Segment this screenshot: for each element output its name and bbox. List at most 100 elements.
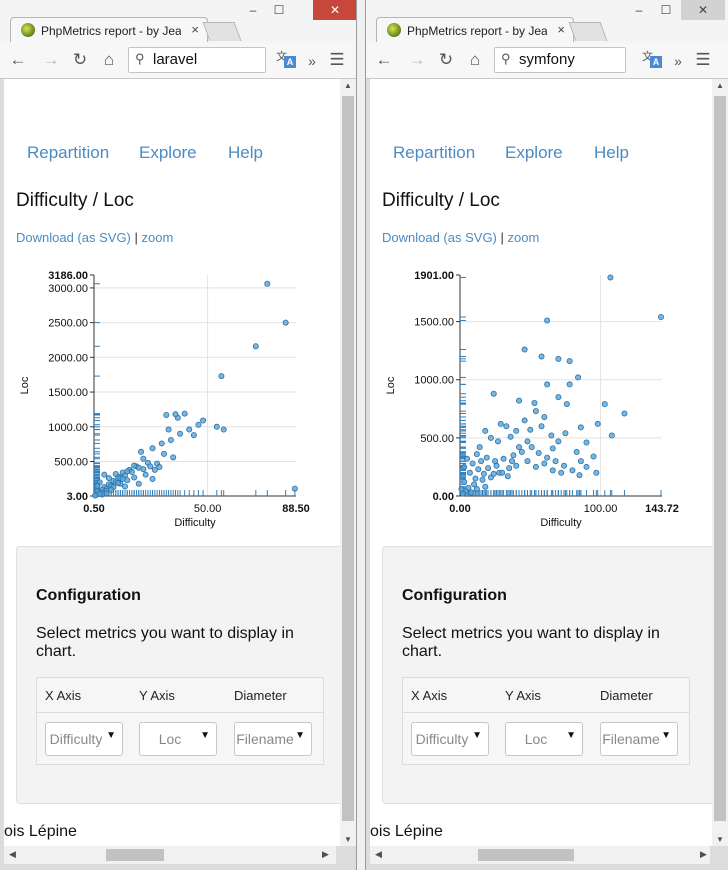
scroll-left-icon[interactable]: ◀	[9, 849, 16, 859]
extensions-overflow-icon[interactable]: »	[308, 53, 316, 69]
nav-help-link[interactable]: Help	[228, 143, 263, 162]
vertical-scrollbar[interactable]: ▲ ▼	[340, 79, 356, 846]
data-point	[607, 274, 614, 281]
new-tab-button[interactable]	[568, 22, 608, 41]
data-point	[473, 451, 480, 458]
zoom-link[interactable]: zoom	[507, 230, 540, 245]
zoom-link[interactable]: zoom	[141, 230, 174, 245]
page-footer: ois Lépine	[370, 823, 443, 840]
tab-close-icon[interactable]: ×	[191, 22, 199, 37]
data-point	[479, 476, 486, 483]
reload-icon[interactable]: ↻	[72, 50, 88, 69]
scroll-up-icon[interactable]: ▲	[716, 81, 724, 90]
y-axis-select[interactable]: Loc ▼	[139, 722, 217, 756]
data-point	[510, 452, 517, 459]
menu-icon[interactable]: ☰	[329, 50, 345, 69]
diameter-select[interactable]: Filename ▼	[234, 722, 312, 756]
data-point	[487, 434, 494, 441]
minimize-button[interactable]: ‒	[249, 3, 257, 17]
horizontal-scroll-thumb[interactable]	[106, 849, 164, 861]
data-point	[621, 410, 628, 417]
horizontal-scrollbar[interactable]: ◀ ▶	[370, 846, 710, 864]
link-separator: |	[134, 230, 138, 245]
nav-repartition-link[interactable]: Repartition	[393, 143, 476, 162]
browser-tab[interactable]: PhpMetrics report - by Jea ×	[376, 17, 574, 44]
data-point	[548, 432, 555, 439]
browser-tab[interactable]: PhpMetrics report - by Jea ×	[10, 17, 208, 44]
data-point	[472, 475, 479, 482]
data-point	[220, 426, 227, 433]
forward-arrow-icon[interactable]: →	[42, 50, 60, 69]
browser-window-laravel: PhpMetrics report - by Jea × ‒ ☐ ✕ ← → ↻…	[0, 0, 357, 870]
reload-icon[interactable]: ↻	[438, 50, 454, 69]
tab-close-icon[interactable]: ×	[557, 22, 565, 37]
download-svg-link[interactable]: Download (as SVG)	[16, 230, 131, 245]
maximize-button[interactable]: ☐	[273, 3, 285, 17]
axis-config-table: X Axis Y Axis Diameter Difficulty ▼ Loc ▼ …	[36, 677, 324, 765]
configuration-description: Select metrics you want to display in ch…	[402, 625, 660, 660]
scroll-down-icon[interactable]: ▼	[344, 835, 352, 844]
scroll-left-icon[interactable]: ◀	[375, 849, 382, 859]
scroll-right-icon[interactable]: ▶	[322, 849, 329, 859]
data-point	[516, 444, 523, 451]
close-window-button[interactable]: ✕	[313, 0, 356, 20]
data-point	[140, 455, 147, 462]
data-point	[135, 480, 142, 487]
data-point	[509, 458, 516, 465]
data-point	[105, 475, 112, 482]
scroll-down-icon[interactable]: ▼	[716, 835, 724, 844]
horizontal-scroll-thumb[interactable]	[478, 849, 574, 861]
home-icon[interactable]: ⌂	[103, 50, 115, 69]
data-point	[577, 458, 584, 465]
data-point	[566, 381, 573, 388]
diameter-select-value: Filename	[236, 731, 294, 747]
back-arrow-icon[interactable]: ←	[375, 50, 393, 69]
data-point	[562, 430, 569, 437]
nav-explore-link[interactable]: Explore	[139, 143, 197, 162]
x-axis-select[interactable]: Difficulty ▼	[411, 722, 489, 756]
y-tick-label: 3000.00	[48, 283, 88, 295]
close-window-button[interactable]: ✕	[681, 0, 725, 20]
data-point	[657, 313, 664, 320]
extensions-overflow-icon[interactable]: »	[674, 53, 682, 69]
nav-help-link[interactable]: Help	[594, 143, 629, 162]
menu-icon[interactable]: ☰	[695, 50, 711, 69]
vertical-scroll-thumb[interactable]	[714, 96, 726, 821]
address-bar[interactable]: ⚲ laravel	[128, 47, 266, 73]
data-point	[170, 454, 177, 461]
forward-arrow-icon[interactable]: →	[408, 50, 426, 69]
back-arrow-icon[interactable]: ←	[9, 50, 27, 69]
horizontal-scrollbar[interactable]: ◀ ▶	[4, 846, 336, 864]
vertical-scrollbar[interactable]: ▲ ▼	[712, 79, 728, 846]
data-point	[555, 394, 562, 401]
nav-explore-link[interactable]: Explore	[505, 143, 563, 162]
address-bar[interactable]: ⚲ symfony	[494, 47, 626, 73]
y-tick-label: 1500.00	[414, 317, 454, 329]
download-svg-link[interactable]: Download (as SVG)	[382, 230, 497, 245]
y-axis-header: Y Axis	[505, 688, 541, 703]
diameter-select[interactable]: Filename ▼	[600, 722, 678, 756]
data-point	[558, 469, 565, 476]
new-tab-button[interactable]	[202, 22, 242, 41]
data-point	[461, 463, 468, 470]
x-axis-select[interactable]: Difficulty ▼	[45, 722, 123, 756]
home-icon[interactable]: ⌂	[469, 50, 481, 69]
scroll-up-icon[interactable]: ▲	[344, 81, 352, 90]
data-point	[464, 455, 471, 462]
nav-repartition-link[interactable]: Repartition	[27, 143, 110, 162]
y-axis-select[interactable]: Loc ▼	[505, 722, 583, 756]
data-point	[494, 438, 501, 445]
vertical-scroll-thumb[interactable]	[342, 96, 354, 821]
data-point	[573, 448, 580, 455]
minimize-button[interactable]: ‒	[635, 3, 643, 17]
address-text: symfony	[519, 51, 575, 68]
chart-heading: Difficulty / Loc	[16, 190, 134, 211]
data-point	[544, 454, 551, 461]
data-point	[593, 469, 600, 476]
data-point	[555, 355, 562, 362]
x-tick-label: 0.50	[83, 503, 104, 515]
scroll-right-icon[interactable]: ▶	[700, 849, 707, 859]
maximize-button[interactable]: ☐	[660, 3, 672, 17]
